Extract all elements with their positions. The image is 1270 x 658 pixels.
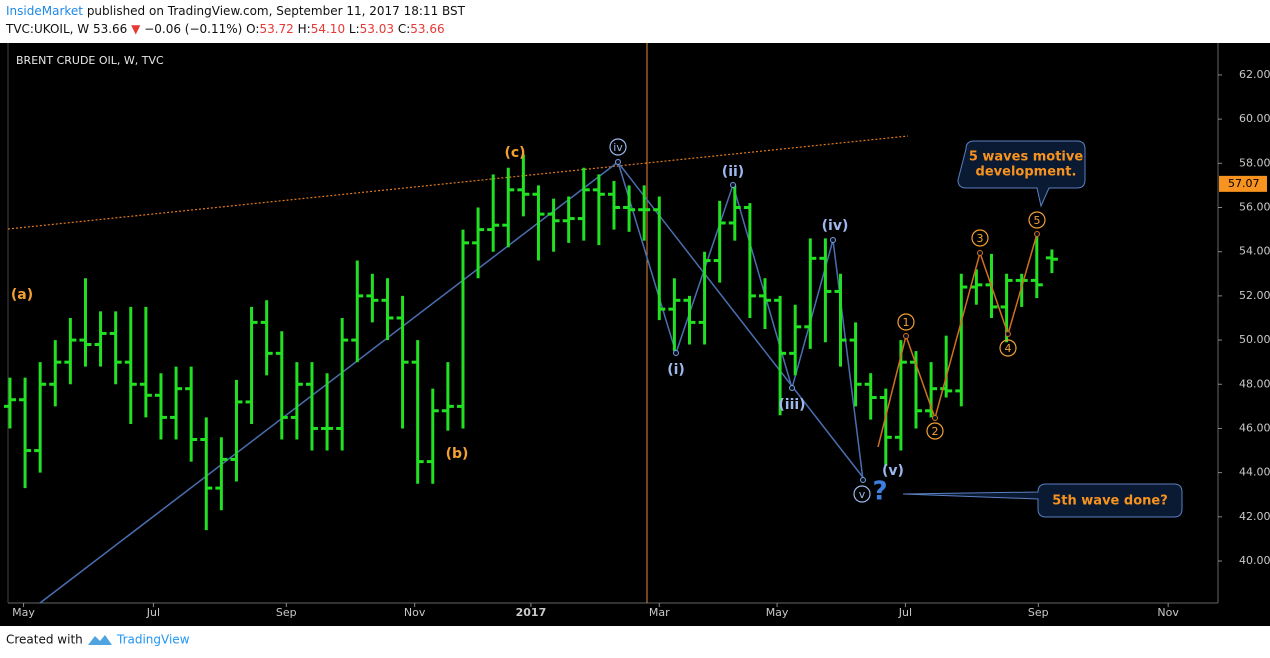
wave-label: (a) — [11, 287, 33, 303]
vertex — [903, 333, 909, 339]
x-tick-label: Jul — [146, 606, 160, 619]
motive-wave-path — [877, 233, 1038, 448]
wave-label: v — [859, 488, 866, 501]
wave-vertices — [615, 159, 1040, 483]
o-label: O: — [246, 22, 259, 36]
l-label: L: — [349, 22, 360, 36]
price-marker-label: 57.07 — [1228, 177, 1260, 190]
wave-label-circle — [999, 339, 1017, 357]
y-tick-label: 42.00 — [1239, 510, 1270, 523]
y-tick-label: 58.00 — [1239, 156, 1270, 169]
vertex — [860, 477, 866, 483]
c-label: C: — [398, 22, 410, 36]
y-tick-label: 54.00 — [1239, 245, 1270, 258]
low: 53.03 — [360, 22, 394, 36]
chart-background — [0, 43, 1270, 626]
x-tick-label: Nov — [404, 606, 426, 619]
chart-title: BRENT CRUDE OIL, W, TVC — [16, 54, 164, 67]
wave-label: (b) — [446, 446, 469, 462]
callout-text: development. — [976, 165, 1077, 180]
resistance-trendline — [7, 135, 909, 230]
wave-label-circle — [971, 229, 989, 247]
close: 53.66 — [410, 22, 444, 36]
wave-label: iv — [613, 141, 623, 154]
wave-label: ? — [872, 477, 887, 507]
header-line-1: InsideMarket published on TradingView.co… — [6, 4, 466, 18]
callout-text: 5 waves motive — [969, 150, 1084, 165]
footer-brand[interactable]: TradingView — [116, 633, 190, 647]
x-tick-label: May — [766, 606, 789, 619]
wave-path — [617, 161, 864, 481]
open: 53.72 — [259, 22, 293, 36]
wave-label: (c) — [504, 145, 525, 161]
y-tick-label: 44.00 — [1239, 466, 1270, 479]
vertex — [615, 159, 621, 165]
callout-text: 5th wave done? — [1052, 494, 1168, 509]
author[interactable]: InsideMarket — [6, 4, 83, 18]
tradingview-logo — [88, 635, 112, 645]
wave-label: 5 — [1034, 214, 1041, 227]
symbol: TVC:UKOIL, W — [5, 22, 89, 36]
wave-label: (iii) — [778, 397, 805, 413]
y-tick-label: 40.00 — [1239, 554, 1270, 567]
wave-label-circle — [926, 422, 944, 440]
wave-label-circle — [1028, 211, 1046, 229]
x-tick-label: 2017 — [516, 606, 547, 619]
wave-label: 1 — [903, 316, 910, 329]
x-tick-label: May — [12, 606, 35, 619]
x-tick-label: Nov — [1157, 606, 1179, 619]
wave-label: (iv) — [822, 218, 849, 234]
wave-channel — [619, 164, 866, 481]
wave-label: 2 — [932, 425, 939, 438]
y-tick-label: 50.00 — [1239, 333, 1270, 346]
y-tick-label: 60.00 — [1239, 112, 1270, 125]
vertex — [1034, 231, 1040, 237]
wave-label-circle — [609, 138, 627, 156]
change: −0.06 (−0.11%) — [144, 22, 242, 36]
vertex — [730, 182, 736, 188]
vertex — [932, 415, 938, 421]
x-tick-label: Sep — [1028, 606, 1049, 619]
vertex — [789, 385, 795, 391]
footer-background — [0, 626, 1270, 658]
y-tick-label: 56.00 — [1239, 201, 1270, 214]
wave-label: (ii) — [722, 164, 744, 180]
x-tick-label: Mar — [649, 606, 670, 619]
wave-label: 3 — [977, 232, 984, 245]
x-tick-label: Jul — [898, 606, 912, 619]
y-tick-label: 52.00 — [1239, 289, 1270, 302]
y-tick-label: 46.00 — [1239, 421, 1270, 434]
callout-box — [957, 140, 1086, 208]
footer-created: Created with — [6, 633, 83, 647]
callout-box — [902, 483, 1183, 518]
high: 54.10 — [311, 22, 345, 36]
y-tick-label: 48.00 — [1239, 377, 1270, 390]
wave-label: (v) — [882, 463, 904, 479]
wave-label: (i) — [667, 362, 685, 378]
vertex — [673, 350, 679, 356]
y-tick-label: 62.00 — [1239, 68, 1270, 81]
wave-label-circle — [853, 485, 871, 503]
published: published on TradingView.com, September … — [87, 4, 466, 18]
vertex — [1005, 331, 1011, 337]
bars — [3, 154, 1058, 531]
down-arrow: ▼ — [131, 22, 141, 36]
header-line-2: TVC:UKOIL, W 53.66 ▼ −0.06 (−0.11%) O:53… — [5, 22, 445, 36]
h-label: H: — [298, 22, 311, 36]
x-tick-label: Sep — [276, 606, 297, 619]
wave-label: 4 — [1005, 342, 1012, 355]
last: 53.66 — [93, 22, 127, 36]
support-trendline — [39, 161, 619, 604]
wave-label-circle — [897, 313, 915, 331]
vertex — [830, 237, 836, 243]
price-marker-box — [1219, 175, 1267, 192]
vertex — [977, 250, 983, 256]
